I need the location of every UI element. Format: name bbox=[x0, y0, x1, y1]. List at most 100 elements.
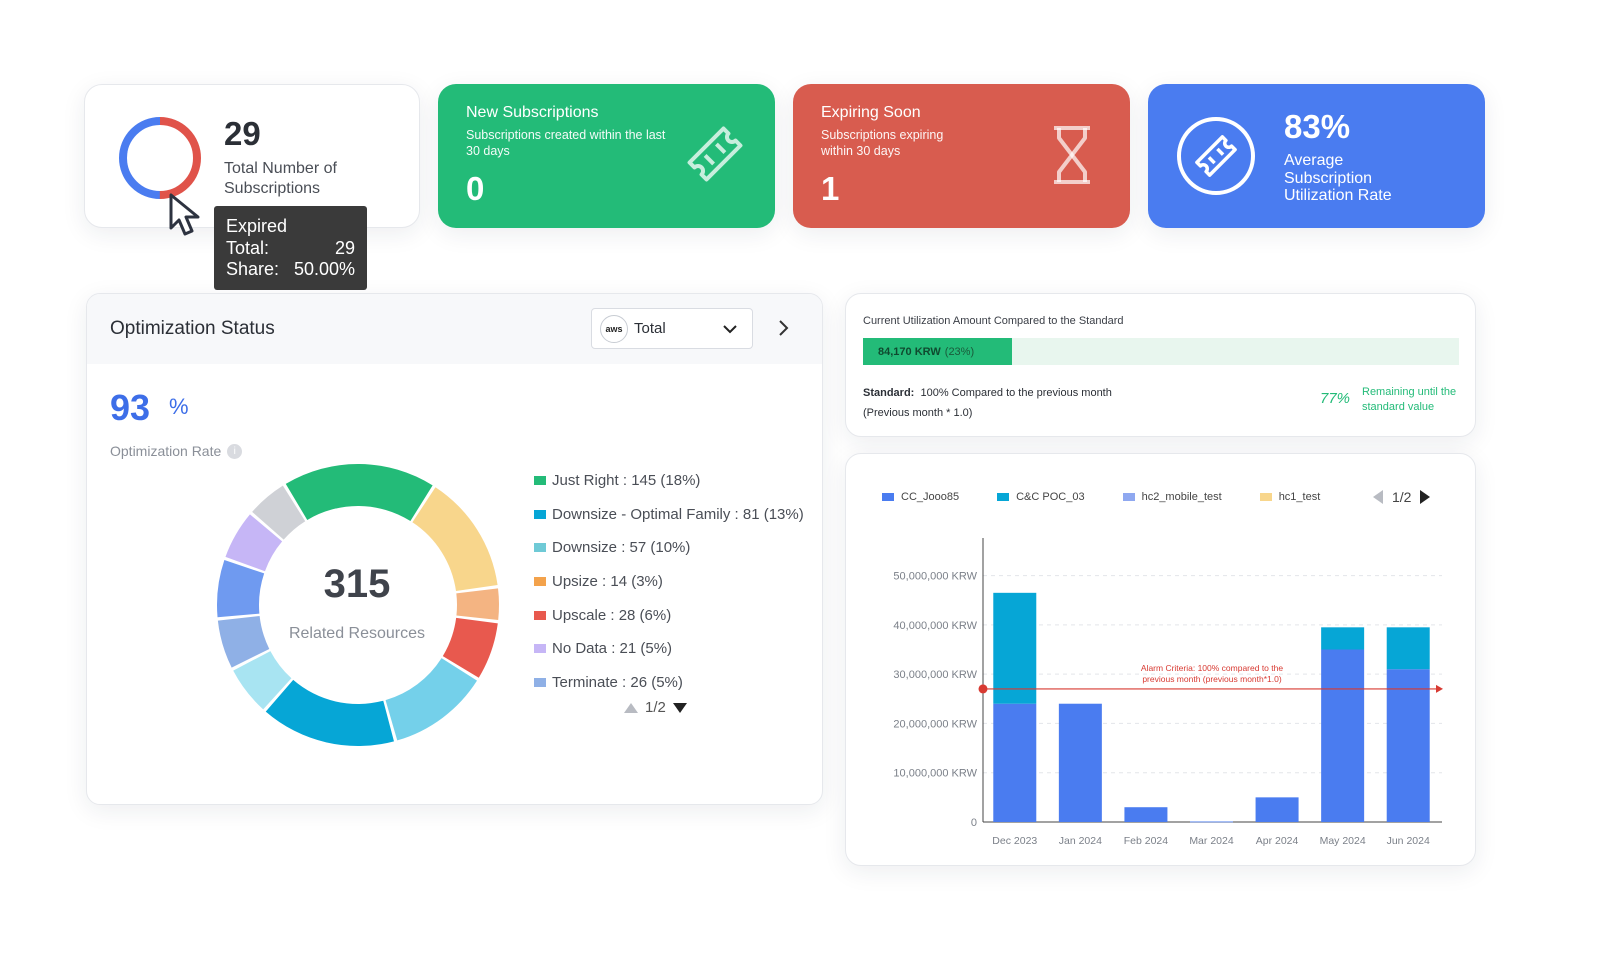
legend-item[interactable]: Upsize : 14 (3%) bbox=[534, 565, 804, 599]
bar-segment[interactable] bbox=[1386, 669, 1430, 822]
optimization-donut-chart[interactable] bbox=[213, 460, 503, 750]
bar-legend-swatch bbox=[1122, 493, 1135, 501]
y-tick-label: 0 bbox=[971, 817, 977, 829]
legend-pager-text: 1/2 bbox=[645, 699, 666, 716]
bar-legend-item[interactable]: CC_Jooo85 bbox=[882, 491, 959, 503]
donut-segment-6[interactable] bbox=[233, 651, 292, 710]
bar-segment[interactable] bbox=[1058, 703, 1102, 822]
x-tick-label: Mar 2024 bbox=[1189, 835, 1234, 847]
legend-item[interactable]: Terminate : 26 (5%) bbox=[534, 666, 804, 700]
utilization-standard-card: Current Utilization Amount Compared to t… bbox=[845, 293, 1476, 437]
legend-swatch bbox=[534, 476, 546, 486]
aws-logo-icon: aws bbox=[600, 314, 628, 343]
bar-segment[interactable] bbox=[993, 592, 1037, 704]
total-subscriptions-card[interactable]: 29 Total Number of Subscriptions bbox=[84, 84, 420, 228]
bar-chart-legend: CC_Jooo85 C&C POC_03 hc2_mobile_test hc1_te… bbox=[882, 491, 1358, 503]
donut-segment-3[interactable] bbox=[442, 617, 498, 678]
legend-label: Just Right : 145 (18%) bbox=[552, 472, 701, 490]
avg-utilization-label: Average Subscription Utilization Rate bbox=[1284, 152, 1392, 204]
donut-segment-2[interactable] bbox=[456, 588, 499, 621]
bar-segment[interactable] bbox=[1255, 797, 1299, 822]
x-tick-label: Feb 2024 bbox=[1124, 835, 1169, 847]
bar-segment[interactable] bbox=[1321, 627, 1365, 650]
bar-segment[interactable] bbox=[993, 703, 1037, 822]
tooltip-title: Expired bbox=[226, 216, 288, 236]
legend-label: Upscale : 28 (6%) bbox=[552, 606, 672, 624]
standard-description: 100% Compared to the previous month bbox=[920, 387, 1112, 399]
donut-segment-1[interactable] bbox=[412, 487, 498, 591]
info-icon[interactable]: i bbox=[227, 443, 243, 459]
new-subscriptions-value: 0 bbox=[466, 170, 485, 207]
bar-legend-label: CC_Jooo85 bbox=[901, 491, 960, 503]
tooltip-share-value: 50.00% bbox=[293, 259, 355, 279]
tooltip-total-label: Total: bbox=[226, 237, 270, 258]
y-tick-label: 30,000,000 KRW bbox=[893, 669, 977, 681]
x-tick-label: Jan 2024 bbox=[1059, 835, 1102, 847]
subscription-ring-chart[interactable] bbox=[115, 113, 205, 203]
x-tick-label: May 2024 bbox=[1320, 835, 1366, 847]
legend-item[interactable]: Downsize - Optimal Family : 81 (13%) bbox=[534, 498, 804, 532]
donut-total-label: Related Resources bbox=[288, 625, 426, 642]
donut-segment-0[interactable] bbox=[285, 464, 433, 522]
y-tick-label: 10,000,000 KRW bbox=[893, 768, 977, 780]
donut-segment-9[interactable] bbox=[225, 514, 283, 572]
donut-segment-5[interactable] bbox=[265, 679, 394, 746]
bar-legend-label: hc2_mobile_test bbox=[1141, 491, 1222, 503]
provider-select[interactable]: aws Total bbox=[591, 308, 753, 349]
legend-item[interactable]: Upscale : 28 (6%) bbox=[534, 598, 804, 632]
bar-legend-pager-text: 1/2 bbox=[1392, 489, 1412, 505]
y-tick-label: 20,000,000 KRW bbox=[893, 718, 977, 730]
x-tick-label: Dec 2023 bbox=[992, 835, 1037, 847]
pager-next-icon[interactable] bbox=[1419, 489, 1431, 505]
legend-swatch bbox=[534, 543, 546, 553]
new-subscriptions-subtitle: Subscriptions created within the last 30… bbox=[466, 128, 666, 158]
utilization-progress-bar: 84,170 KRW (23%) bbox=[863, 338, 1459, 365]
donut-segment-7[interactable] bbox=[217, 615, 270, 668]
bar-segment[interactable] bbox=[1124, 807, 1168, 822]
optimization-header: Optimization Status aws Total bbox=[87, 294, 822, 364]
legend-item[interactable]: No Data : 21 (5%) bbox=[534, 632, 804, 666]
optimization-rate-value: 93 bbox=[110, 387, 151, 428]
bar-legend-swatch bbox=[882, 493, 894, 501]
legend-swatch bbox=[534, 577, 546, 587]
chevron-right-icon[interactable] bbox=[777, 318, 791, 338]
bar-segment[interactable] bbox=[1321, 649, 1365, 823]
bar-legend-item[interactable]: hc2_mobile_test bbox=[1122, 491, 1222, 503]
legend-item[interactable]: Downsize : 57 (10%) bbox=[534, 531, 804, 565]
donut-total-value: 315 bbox=[323, 562, 391, 606]
total-subscriptions-value: 29 bbox=[224, 115, 261, 152]
standard-formula: (Previous month * 1.0) bbox=[863, 407, 973, 419]
x-tick-label: Apr 2024 bbox=[1256, 835, 1299, 847]
legend-swatch bbox=[534, 509, 546, 519]
bar-segment[interactable] bbox=[1190, 821, 1233, 823]
bar-segment[interactable] bbox=[1386, 627, 1430, 670]
new-subscriptions-card[interactable]: New Subscriptions Subscriptions created … bbox=[438, 84, 775, 228]
donut-segment-4[interactable] bbox=[385, 658, 477, 741]
optimization-status-panel: Optimization Status aws Total 93 % Optim… bbox=[86, 293, 823, 805]
pager-up-icon[interactable] bbox=[623, 702, 639, 714]
cost-bar-chart[interactable]: 0 10,000,000 KRW 20,000,000 KRW 30,000,000 … bbox=[846, 454, 1477, 867]
donut-segment-8[interactable] bbox=[217, 560, 265, 618]
new-subscriptions-title: New Subscriptions bbox=[466, 104, 599, 121]
legend-pager: 1/2 bbox=[623, 699, 688, 716]
bar-legend-label: hc1_test bbox=[1278, 491, 1321, 503]
legend-swatch bbox=[534, 610, 546, 620]
alarm-arrow-icon bbox=[1436, 684, 1443, 693]
pager-prev-icon[interactable] bbox=[1372, 489, 1384, 505]
expiring-soon-subtitle: Subscriptions expiring within 30 days bbox=[821, 128, 944, 158]
y-tick-label: 50,000,000 KRW bbox=[893, 571, 977, 583]
optimization-title: Optimization Status bbox=[110, 318, 275, 339]
utilization-amount: 84,170 KRW bbox=[878, 345, 941, 358]
bar-legend-item[interactable]: hc1_test bbox=[1259, 491, 1321, 503]
bar-legend-item[interactable]: C&C POC_03 bbox=[997, 491, 1085, 503]
pager-down-icon[interactable] bbox=[672, 702, 688, 714]
avg-utilization-card[interactable]: 83% Average Subscription Utilization Rat… bbox=[1148, 84, 1485, 228]
legend-swatch bbox=[534, 644, 546, 654]
utilization-progress-fill: 84,170 KRW (23%) bbox=[863, 338, 1012, 365]
optimization-rate-unit: % bbox=[169, 394, 189, 419]
cost-bar-chart-card: 0 10,000,000 KRW 20,000,000 KRW 30,000,000 … bbox=[845, 453, 1476, 866]
legend-item[interactable]: Just Right : 145 (18%) bbox=[534, 464, 804, 498]
expiring-soon-card[interactable]: Expiring Soon Subscriptions expiring wit… bbox=[793, 84, 1130, 228]
optimization-rate-label: Optimization Rate i bbox=[110, 443, 243, 459]
donut-segment-10[interactable] bbox=[252, 485, 306, 540]
